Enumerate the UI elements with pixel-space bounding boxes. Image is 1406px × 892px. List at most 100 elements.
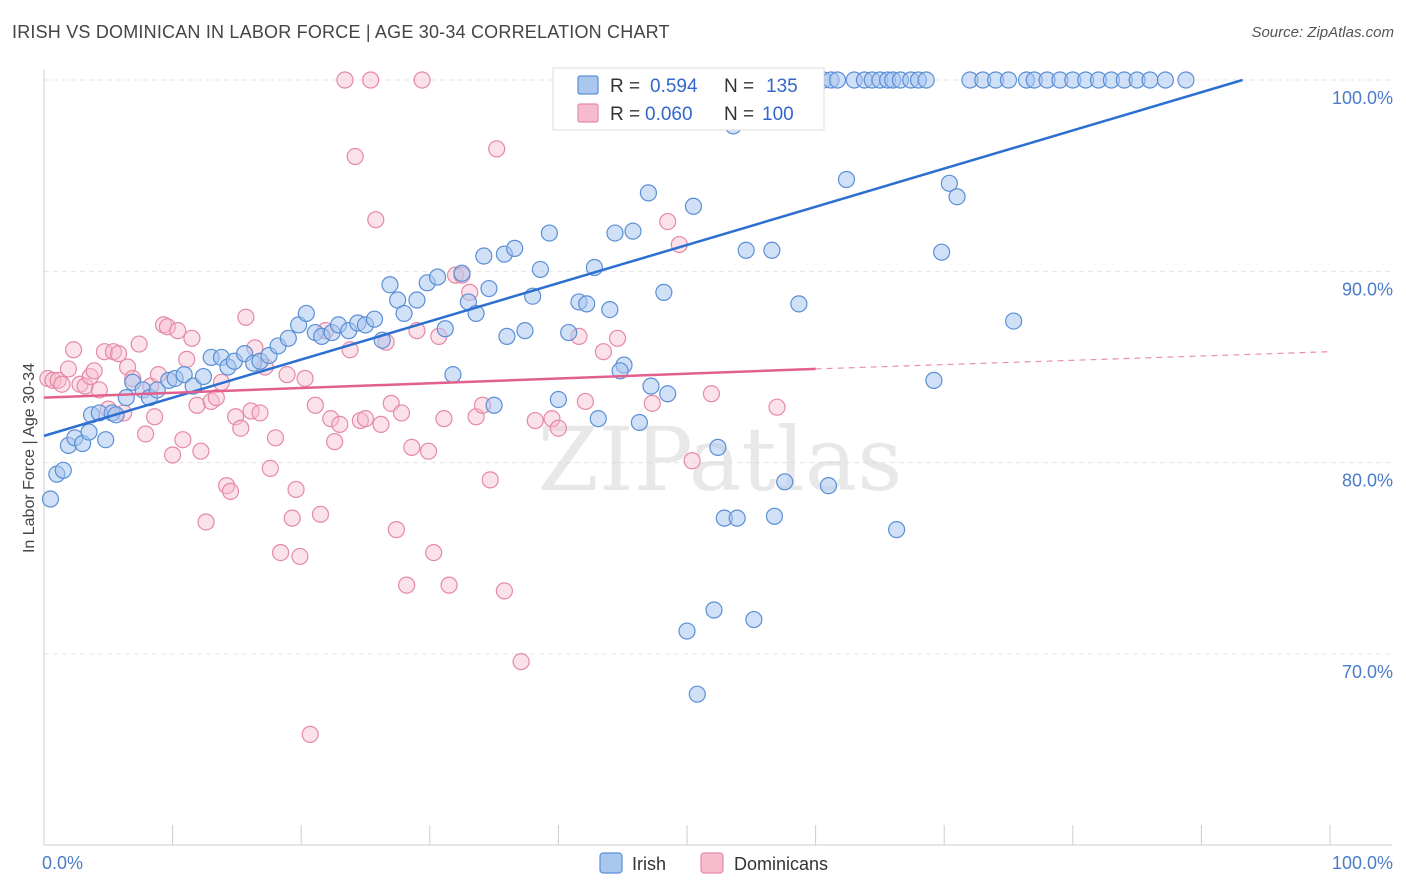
dominicans-trend-line [43, 367, 816, 399]
irish-point [925, 371, 943, 389]
irish-point [999, 71, 1018, 89]
irish-point [728, 509, 746, 527]
legend-irish-r-label: R = [610, 76, 640, 97]
y-tick-label-90: 90.0% [1342, 279, 1393, 299]
dominicans-point [322, 410, 340, 428]
irish-point [837, 170, 856, 189]
dominicans-point [311, 505, 330, 523]
y-tick-label-100: 100.0% [1332, 88, 1393, 108]
dominicans-point [158, 318, 177, 336]
irish-point [194, 367, 213, 386]
irish-point [655, 283, 673, 301]
dominicans-point [346, 147, 364, 166]
dominicans-point [192, 442, 210, 460]
dominicans-point [272, 543, 290, 562]
dominicans-point [178, 350, 196, 368]
irish-point [506, 239, 524, 257]
dominicans-point [659, 212, 677, 231]
dominicans-point [526, 411, 544, 430]
irish-point [624, 222, 642, 240]
dominicans-point [301, 725, 319, 743]
dominicans-point [136, 425, 155, 443]
legend-irish-r-value: 0.594 [650, 76, 698, 97]
dominicans-point [251, 404, 269, 422]
legend-dom-r-value: 0.060 [645, 104, 693, 125]
irish-point [408, 291, 426, 309]
irish-point [428, 268, 447, 286]
irish-point [776, 473, 794, 491]
dominicans-point [594, 343, 613, 361]
dominicans-point [197, 513, 215, 531]
dominicans-point [512, 653, 530, 671]
irish-point [737, 241, 755, 259]
dominicans-point [549, 419, 568, 437]
dominicans-point [261, 459, 279, 478]
dominicans-point [174, 431, 192, 449]
dominicans-point [702, 385, 721, 403]
irish-point [705, 601, 723, 619]
irish-point [578, 295, 596, 313]
dominicans-point [367, 211, 385, 229]
dominicans-point [283, 509, 301, 527]
irish-point [659, 385, 677, 403]
irish-point [41, 490, 60, 508]
dominicans-point [403, 438, 421, 456]
irish-point [475, 247, 493, 265]
dominicans-point [44, 371, 62, 389]
dominicans-point [85, 362, 103, 380]
y-tick-label-70: 70.0% [1342, 662, 1393, 682]
dominicans-point [356, 410, 375, 428]
irish-point [917, 71, 935, 89]
dominicans-point [372, 415, 390, 433]
dominicans-point [53, 375, 71, 393]
irish-point [819, 477, 838, 495]
dominicans-point [392, 404, 411, 422]
dominicans-point [76, 377, 94, 395]
irish-point [97, 431, 115, 449]
irish-point [436, 320, 454, 338]
irish-point [948, 188, 966, 206]
legend-dom-n-value: 100 [762, 104, 794, 125]
irish-point [279, 329, 297, 347]
dominicans-point [495, 582, 513, 600]
irish-trend-line [43, 78, 1243, 438]
trend-lines [43, 78, 1331, 438]
dominicans-point [64, 341, 83, 359]
dominicans-point [287, 480, 305, 499]
irish-point [678, 622, 696, 640]
irish-point [589, 410, 607, 428]
irish-point [80, 423, 98, 441]
legend-dominicans-swatch [577, 103, 599, 123]
dominicans-point [387, 521, 405, 539]
irish-point [453, 264, 471, 282]
irish-point [630, 413, 649, 432]
irish-point [485, 396, 503, 414]
series-legend-dominicans-label: Dominicans [734, 854, 828, 874]
dominicans-point [188, 396, 206, 414]
irish-point [709, 438, 727, 456]
series-legend: Irish Dominicans [599, 852, 828, 874]
irish-point [684, 197, 703, 215]
dominicans-point [425, 543, 443, 562]
dominicans-point [221, 482, 240, 500]
dominicans-point [95, 343, 114, 361]
x-ticks [172, 825, 1331, 845]
axes [43, 70, 1392, 846]
dominicans-point [291, 547, 309, 566]
irish-point [395, 304, 413, 323]
dominicans-point [278, 366, 296, 384]
legend-dom-n-label: N = [724, 104, 754, 125]
dominicans-point [419, 442, 438, 460]
dominicans-point [130, 335, 148, 353]
y-axis-label: In Labor Force | Age 30-34 [21, 363, 38, 553]
legend-dom-r-label: R = [610, 104, 640, 125]
irish-point [54, 461, 72, 479]
irish-point [516, 322, 534, 340]
irish-point [549, 390, 568, 409]
dominicans-point [398, 576, 416, 594]
source-label: Source: ZipAtlas.com [1251, 24, 1394, 41]
dominicans-point [331, 415, 349, 433]
dominicans-point [336, 71, 354, 89]
x-tick-label-max: 100.0% [1332, 853, 1393, 873]
